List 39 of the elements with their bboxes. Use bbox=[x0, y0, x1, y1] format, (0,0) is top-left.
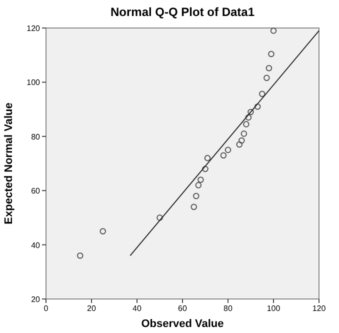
y-tick-label: 20 bbox=[31, 295, 41, 304]
x-tick-label: 80 bbox=[224, 304, 233, 313]
point bbox=[202, 166, 208, 172]
point bbox=[76, 252, 84, 259]
point bbox=[190, 204, 198, 210]
y-tick-label: 120 bbox=[26, 24, 41, 33]
point bbox=[198, 176, 204, 183]
chart-title: Normal Q-Q Plot of Data1 bbox=[110, 5, 255, 19]
point bbox=[220, 152, 227, 159]
point bbox=[100, 228, 106, 234]
point bbox=[204, 154, 211, 162]
x-tick-label: 120 bbox=[312, 304, 326, 313]
point bbox=[193, 192, 200, 200]
point bbox=[195, 182, 202, 188]
y-tick-label: 40 bbox=[31, 240, 41, 250]
y-axis-title: Expected Normal Value bbox=[3, 102, 15, 224]
point bbox=[243, 121, 250, 128]
point bbox=[264, 74, 270, 82]
point bbox=[238, 137, 245, 144]
point bbox=[236, 141, 243, 148]
y-tick-label: 60 bbox=[31, 186, 41, 196]
y-tick-label: 100 bbox=[26, 78, 41, 88]
x-tick-label: 40 bbox=[132, 304, 142, 313]
point bbox=[156, 214, 163, 221]
y-tick-label: 80 bbox=[31, 132, 41, 142]
x-axis-title: Observed Value bbox=[141, 318, 224, 330]
point bbox=[258, 90, 266, 97]
x-tick-label: 20 bbox=[87, 304, 96, 313]
point bbox=[224, 146, 232, 154]
point bbox=[245, 114, 252, 121]
point bbox=[248, 108, 254, 116]
point bbox=[268, 50, 274, 58]
x-tick-label: 100 bbox=[266, 304, 281, 313]
point bbox=[266, 64, 272, 72]
point bbox=[270, 28, 277, 34]
point bbox=[254, 103, 261, 110]
point bbox=[240, 130, 248, 137]
x-tick-label: 0 bbox=[44, 304, 49, 313]
x-tick-label: 60 bbox=[178, 304, 188, 313]
